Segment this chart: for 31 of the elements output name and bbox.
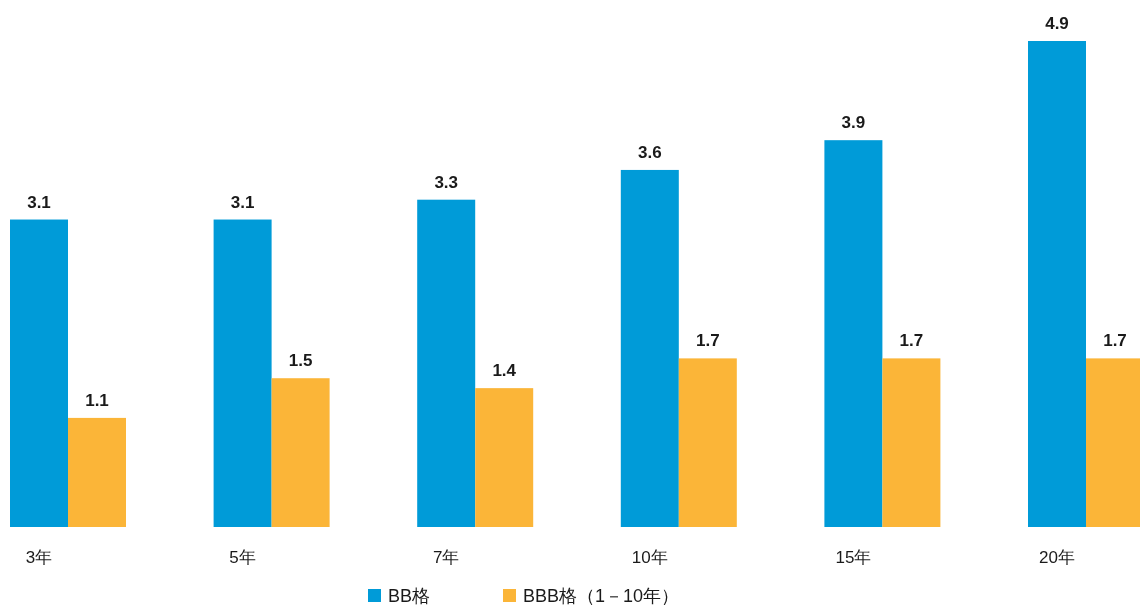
data-label: 1.4 bbox=[492, 361, 517, 381]
data-label: 1.7 bbox=[695, 331, 720, 351]
data-label: 3.1 bbox=[27, 192, 51, 212]
x-tick-label: 7年 bbox=[432, 548, 460, 567]
data-label: 1.5 bbox=[288, 351, 313, 371]
bar bbox=[213, 219, 272, 527]
bar bbox=[10, 219, 68, 527]
bar bbox=[824, 140, 883, 527]
x-tick-label: 20年 bbox=[1039, 548, 1075, 567]
bar bbox=[271, 378, 330, 527]
data-label: 1.7 bbox=[1103, 331, 1127, 351]
x-tick-label: 5年 bbox=[229, 548, 256, 567]
bar bbox=[417, 199, 476, 527]
legend-label: BB格 bbox=[388, 586, 431, 606]
x-tick-label: 10年 bbox=[631, 548, 668, 567]
bar bbox=[68, 417, 126, 527]
bar bbox=[620, 169, 679, 527]
bar bbox=[475, 388, 534, 527]
data-label: 3.9 bbox=[841, 113, 866, 133]
bar bbox=[678, 358, 737, 527]
x-tick-label: 3年 bbox=[25, 548, 53, 567]
data-label: 3.3 bbox=[434, 172, 459, 192]
x-tick-label: 15年 bbox=[835, 548, 872, 567]
data-label: 1.7 bbox=[899, 331, 924, 351]
data-label: 3.1 bbox=[230, 192, 255, 212]
legend-label: BBB格（1－10年） bbox=[523, 586, 680, 606]
data-label: 4.9 bbox=[1045, 14, 1069, 33]
data-label: 3.6 bbox=[637, 142, 662, 162]
data-label: 1.1 bbox=[85, 390, 109, 410]
bar bbox=[882, 358, 941, 527]
bar bbox=[1028, 41, 1086, 527]
